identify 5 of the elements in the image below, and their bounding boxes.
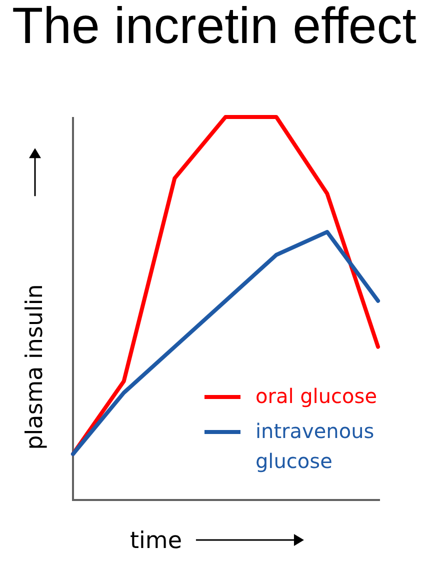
legend-label: oral glucose [255,384,377,408]
chart-title: The incretin effect [12,0,416,54]
y-axis-title: plasma insulin [22,284,48,450]
x-axis-title: time [130,528,182,554]
legend-label: intravenous glucose [255,419,374,473]
